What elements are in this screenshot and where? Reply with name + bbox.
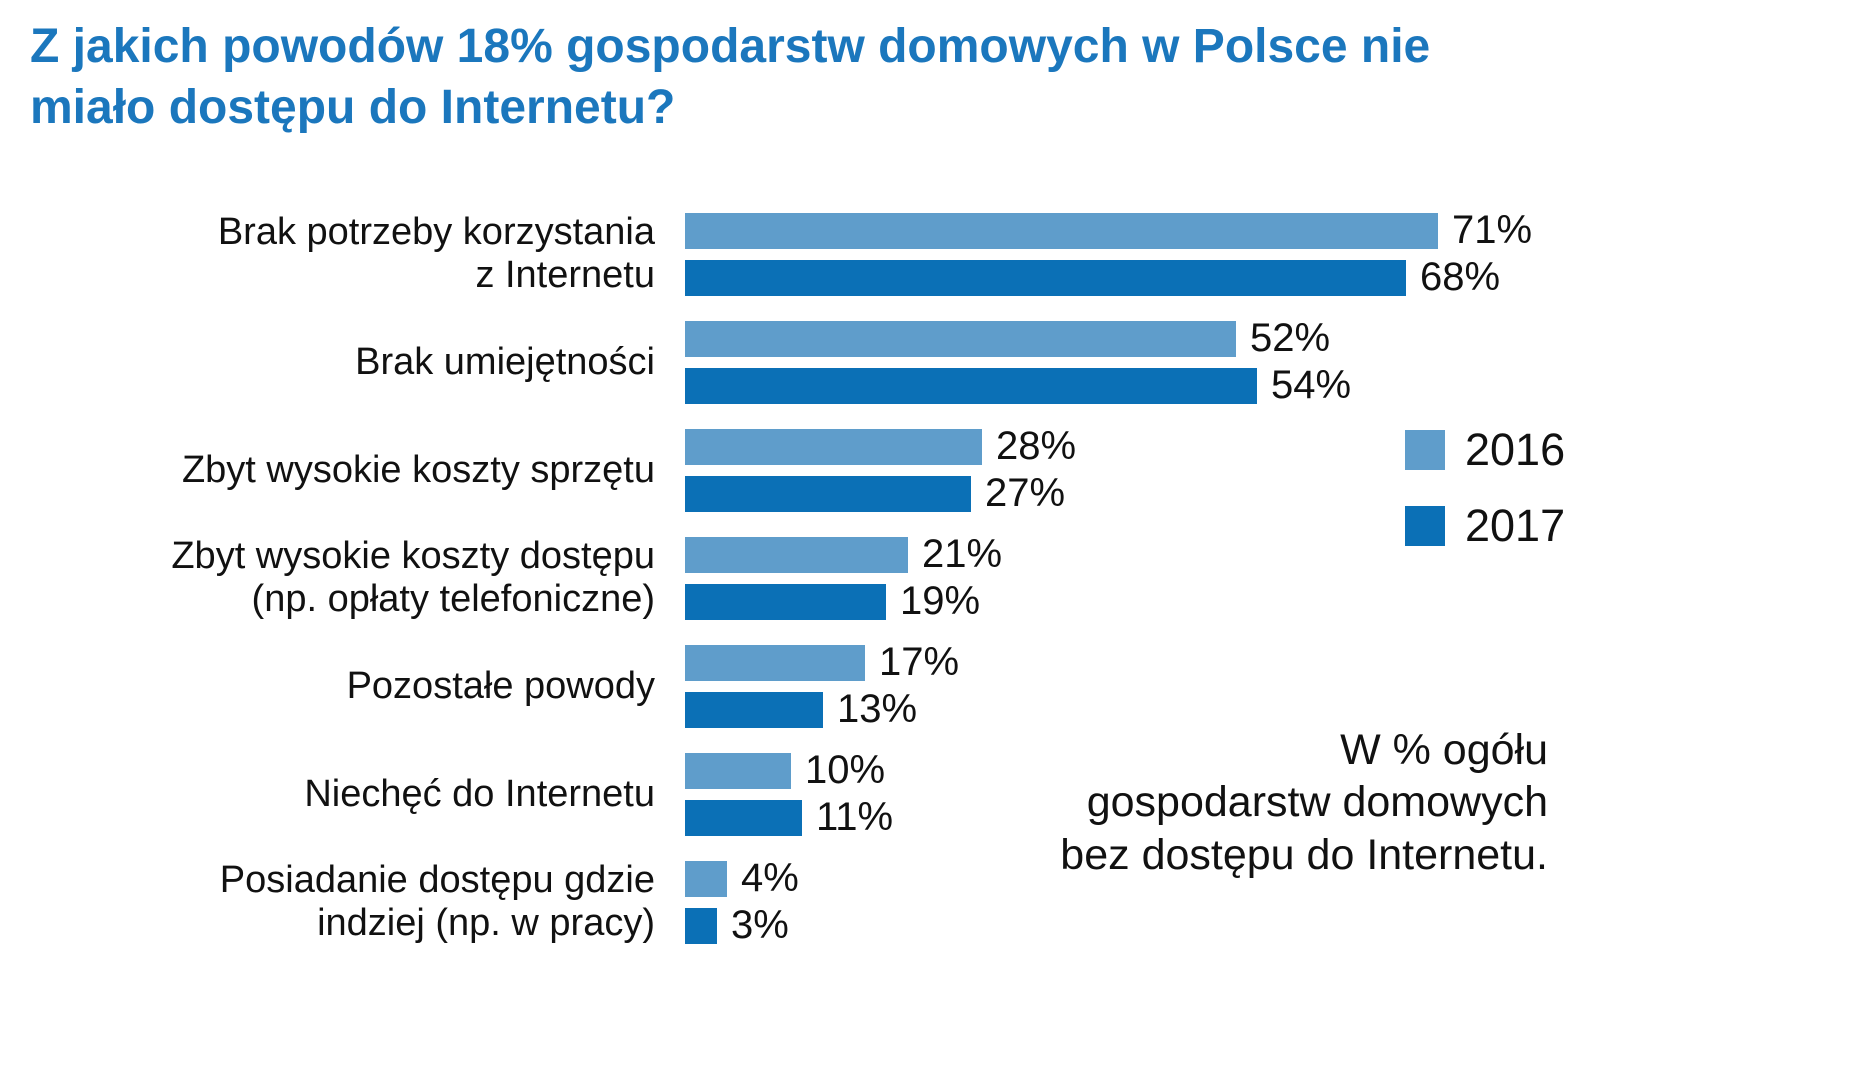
legend-item-2016: 2016: [1405, 424, 1565, 476]
value-label: 13%: [837, 687, 918, 731]
bar-row-2017: 3%: [685, 903, 799, 948]
bar-2016: [685, 536, 908, 573]
category-label: Pozostałe powody: [346, 664, 655, 707]
value-label: 68%: [1420, 255, 1501, 299]
bar-chart: Brak potrzeby korzystania z Internetu 71%…: [0, 208, 1532, 964]
bar-row-2016: 71%: [685, 208, 1532, 253]
category-label: Brak umiejętności: [355, 340, 655, 383]
chart-row: Brak potrzeby korzystania z Internetu 71%…: [0, 208, 1532, 300]
value-label: 10%: [805, 748, 886, 792]
bar-row-2016: 17%: [685, 640, 959, 685]
category-label: Zbyt wysokie koszty dostępu (np. opłaty …: [171, 535, 655, 620]
chart-rows: Brak potrzeby korzystania z Internetu 71%…: [0, 208, 1532, 948]
legend-item-2017: 2017: [1405, 500, 1565, 552]
chart-note: W % ogółu gospodarstw domowych bez dostę…: [1060, 726, 1548, 879]
bar-2017: [685, 691, 823, 728]
bar-2017: [685, 583, 886, 620]
bar-row-2017: 68%: [685, 255, 1532, 300]
bar-2016: [685, 752, 791, 789]
bar-2016: [685, 212, 1438, 249]
bar-row-2017: 11%: [685, 795, 893, 840]
bar-2016: [685, 428, 982, 465]
bar-2017: [685, 367, 1257, 404]
chart-row: Brak umiejętności 52% 54%: [0, 316, 1532, 408]
category-label: Zbyt wysokie koszty sprzętu: [181, 448, 655, 491]
bar-2016: [685, 320, 1236, 357]
bar-2017: [685, 907, 717, 944]
chart-row: Zbyt wysokie koszty dostępu (np. opłaty …: [0, 532, 1532, 624]
value-label: 54%: [1271, 363, 1352, 407]
bar-row-2016: 21%: [685, 532, 1002, 577]
legend-label-2016: 2016: [1465, 424, 1566, 475]
value-label: 21%: [922, 532, 1003, 576]
legend: 2016 2017: [1405, 424, 1565, 576]
bar-2016: [685, 644, 865, 681]
chart-row: Niechęć do Internetu 10% 11%: [0, 748, 1532, 840]
legend-swatch-2017: [1405, 506, 1445, 546]
value-label: 3%: [731, 903, 789, 947]
value-label: 52%: [1250, 316, 1331, 360]
bar-group: 21% 19%: [685, 532, 1002, 624]
value-label: 17%: [879, 640, 960, 684]
bar-row-2017: 27%: [685, 471, 1076, 516]
bar-row-2017: 13%: [685, 687, 959, 732]
category-label: Niechęć do Internetu: [304, 772, 655, 815]
chart-row: Posiadanie dostępu gdzie indziej (np. w …: [0, 856, 1532, 948]
bar-group: 17% 13%: [685, 640, 959, 732]
value-label: 28%: [996, 424, 1077, 468]
chart-title: Z jakich powodów 18% gospodarstw domowyc…: [30, 20, 1431, 135]
legend-label-2017: 2017: [1465, 500, 1566, 551]
bar-group: 10% 11%: [685, 748, 893, 840]
bar-row-2017: 54%: [685, 363, 1351, 408]
legend-swatch-2016: [1405, 430, 1445, 470]
value-label: 71%: [1452, 208, 1533, 252]
value-label: 27%: [985, 471, 1066, 515]
category-label: Posiadanie dostępu gdzie indziej (np. w …: [219, 859, 655, 944]
value-label: 19%: [900, 579, 981, 623]
bar-2016: [685, 860, 727, 897]
category-label: Brak potrzeby korzystania z Internetu: [217, 211, 655, 296]
bar-2017: [685, 259, 1406, 296]
value-label: 11%: [816, 795, 894, 839]
value-label: 4%: [741, 856, 799, 900]
bar-group: 71% 68%: [685, 208, 1532, 300]
bar-group: 28% 27%: [685, 424, 1076, 516]
bar-group: 4% 3%: [685, 856, 799, 948]
bar-2017: [685, 799, 802, 836]
bar-group: 52% 54%: [685, 316, 1351, 408]
chart-row: Pozostałe powody 17% 13%: [0, 640, 1532, 732]
chart-row: Zbyt wysokie koszty sprzętu 28% 27%: [0, 424, 1532, 516]
bar-row-2016: 52%: [685, 316, 1351, 361]
bar-row-2016: 4%: [685, 856, 799, 901]
bar-row-2016: 28%: [685, 424, 1076, 469]
bar-2017: [685, 475, 971, 512]
bar-row-2017: 19%: [685, 579, 1002, 624]
bar-row-2016: 10%: [685, 748, 893, 793]
